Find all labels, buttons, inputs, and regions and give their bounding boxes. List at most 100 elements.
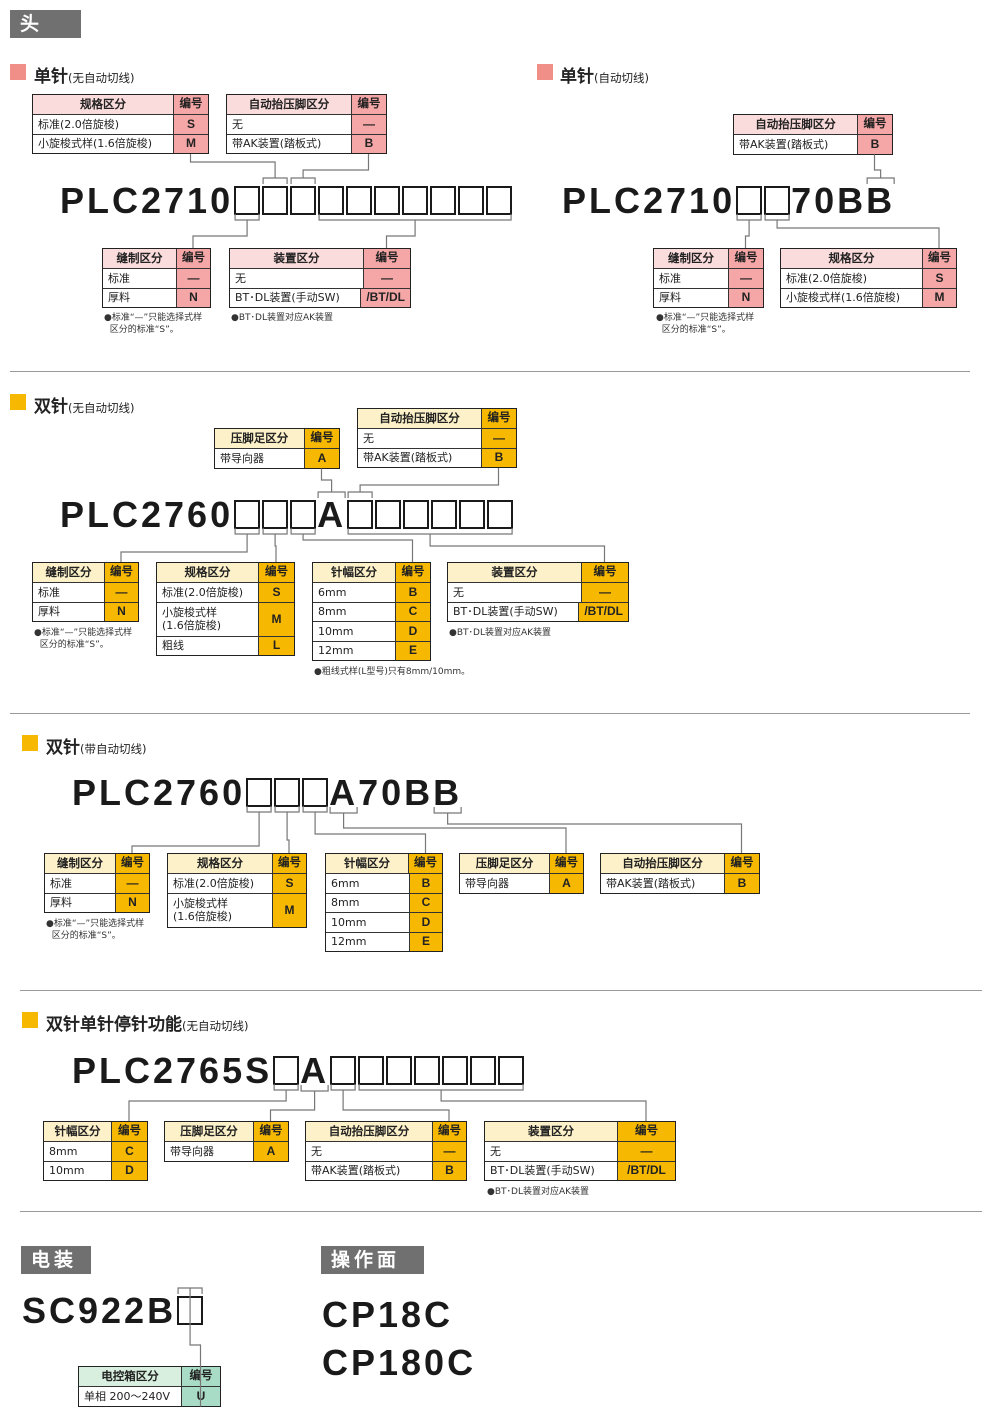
column-header-code: 编号 bbox=[549, 854, 583, 873]
connector-line bbox=[274, 534, 277, 562]
option-code: — bbox=[581, 583, 628, 602]
option-label: 6mm bbox=[318, 585, 347, 599]
option-code: C bbox=[111, 1142, 147, 1161]
option-slot-box bbox=[273, 1056, 300, 1085]
connector-line bbox=[177, 1287, 203, 1294]
option-label: 标准(2.0倍旋梭) bbox=[38, 117, 120, 131]
section-title-main: 单针 bbox=[34, 67, 68, 87]
connector-line bbox=[269, 1091, 316, 1121]
table-row: 厚料 N bbox=[103, 287, 210, 307]
column-header-label: 压脚足区分 bbox=[215, 429, 304, 448]
option-label: 带AK装置(踏板式) bbox=[232, 137, 322, 151]
divider bbox=[10, 371, 970, 372]
model-code: PLC2765S A bbox=[72, 1053, 525, 1089]
option-label: 带导向器 bbox=[170, 1144, 214, 1158]
table-row: 无 — bbox=[227, 114, 386, 134]
option-label: BT･DL装置(手动SW) bbox=[490, 1164, 595, 1178]
table-row: 8mm C bbox=[44, 1141, 147, 1161]
option-table: 缝制区分 编号 标准 — 厚料 N bbox=[44, 853, 150, 913]
option-slot-box bbox=[234, 500, 261, 529]
option-code: B bbox=[481, 448, 516, 467]
option-code: B bbox=[724, 874, 759, 893]
divider bbox=[10, 713, 970, 714]
option-label: 标准(2.0倍旋梭) bbox=[786, 271, 868, 285]
column-header-code: 编号 bbox=[724, 854, 759, 873]
table-row: 带AK装置(踏板式) B bbox=[306, 1160, 466, 1180]
option-table: 电控箱区分 编号 单相 200～240V U bbox=[78, 1366, 221, 1407]
option-label: 8mm bbox=[331, 896, 360, 910]
option-code: /BT/DL bbox=[360, 288, 410, 307]
option-code: N bbox=[176, 288, 210, 307]
option-code: — bbox=[728, 269, 763, 288]
option-table: 装置区分 编号无 — BT･DL装置(手动SW)/BT/DL bbox=[447, 562, 629, 622]
column-header-label: 针幅区分 bbox=[326, 854, 408, 873]
connector-line bbox=[320, 468, 333, 492]
connector-line bbox=[342, 1090, 450, 1121]
connector-line bbox=[447, 813, 743, 853]
option-slot-box bbox=[386, 1056, 413, 1085]
footnote: ●BT･DL装置对应AK装置 bbox=[487, 1187, 590, 1197]
table-row: 单相 200～240V U bbox=[79, 1386, 220, 1406]
table-row: 无 — bbox=[306, 1141, 466, 1161]
model-code: SC922B bbox=[22, 1290, 204, 1331]
connector-line bbox=[873, 154, 882, 178]
table-row: 8mm C bbox=[313, 601, 430, 621]
table-header: 缝制区分 编号 bbox=[103, 249, 210, 268]
footnote: ●标准“—”只能选择式样 区分的标准“S”。 bbox=[656, 313, 755, 335]
option-slot-box bbox=[375, 500, 402, 529]
option-slot-box bbox=[374, 186, 401, 215]
table-header: 针幅区分 编号 bbox=[313, 563, 430, 582]
table-row: 6mm B bbox=[313, 582, 430, 602]
option-slot-box bbox=[274, 778, 301, 807]
option-slot-box bbox=[736, 186, 763, 215]
option-label: 粗线 bbox=[162, 639, 184, 653]
table-row: 带导向器 A bbox=[460, 873, 583, 893]
connector-line bbox=[128, 1090, 287, 1121]
option-slot-box bbox=[459, 500, 486, 529]
option-table: 规格区分 编号 标准(2.0倍旋梭) S 小旋梭式样(1.6倍旋梭) M bbox=[32, 94, 209, 154]
column-header-code: 编号 bbox=[617, 1122, 675, 1141]
column-header-code: 编号 bbox=[581, 563, 628, 582]
table-header: 装置区分 编号 bbox=[448, 563, 628, 582]
table-row: 无 — bbox=[448, 582, 628, 602]
option-slot-box bbox=[246, 778, 273, 807]
connector-line bbox=[347, 491, 373, 498]
column-header-code: 编号 bbox=[432, 1122, 466, 1141]
option-code: A bbox=[549, 874, 583, 893]
option-label: 小旋梭式样(1.6倍旋梭) bbox=[38, 137, 153, 151]
column-header-label: 缝制区分 bbox=[103, 249, 176, 268]
model-code-text: PLC2710 bbox=[562, 180, 736, 221]
table-row: 8mm C bbox=[326, 892, 442, 912]
table-header: 规格区分 编号 bbox=[781, 249, 956, 268]
option-table: 针幅区分 编号 8mm C 10mm D bbox=[43, 1121, 148, 1181]
option-code: D bbox=[409, 913, 442, 932]
model-code-text: SC922B bbox=[22, 1290, 177, 1331]
option-label: 无 bbox=[235, 271, 246, 285]
option-code: — bbox=[104, 583, 138, 602]
column-header-label: 装置区分 bbox=[485, 1122, 617, 1141]
option-code: — bbox=[481, 429, 516, 448]
column-header-code: 编号 bbox=[272, 854, 306, 873]
option-slot-box bbox=[458, 186, 485, 215]
section-title-sub: (无自动切线) bbox=[68, 71, 135, 85]
table-row: 无 — bbox=[358, 428, 516, 448]
column-header-label: 针幅区分 bbox=[44, 1122, 111, 1141]
option-table: 压脚足区分 编号 带导向器 A bbox=[459, 853, 584, 894]
option-code: B bbox=[351, 134, 386, 153]
option-label: BT･DL装置(手动SW) bbox=[453, 605, 558, 619]
table-row: 标准(2.0倍旋梭) S bbox=[781, 268, 956, 288]
option-label: 8mm bbox=[318, 605, 347, 619]
option-code: S bbox=[173, 115, 208, 134]
option-code: D bbox=[111, 1161, 147, 1180]
table-header: 自动抬压脚区分 编号 bbox=[601, 854, 759, 873]
connector-line bbox=[359, 468, 500, 492]
table-header: 压脚足区分 编号 bbox=[460, 854, 583, 873]
section-title-main: 双针单针停针功能 bbox=[46, 1015, 182, 1035]
option-slot-box bbox=[330, 1056, 357, 1085]
option-label: 单相 200～240V bbox=[84, 1389, 171, 1403]
option-code: S bbox=[272, 874, 306, 893]
option-code: E bbox=[395, 641, 430, 660]
option-label: 带AK装置(踏板式) bbox=[739, 137, 829, 151]
column-header-code: 编号 bbox=[111, 1122, 147, 1141]
table-row: 带AK装置(踏板式) B bbox=[358, 447, 516, 467]
